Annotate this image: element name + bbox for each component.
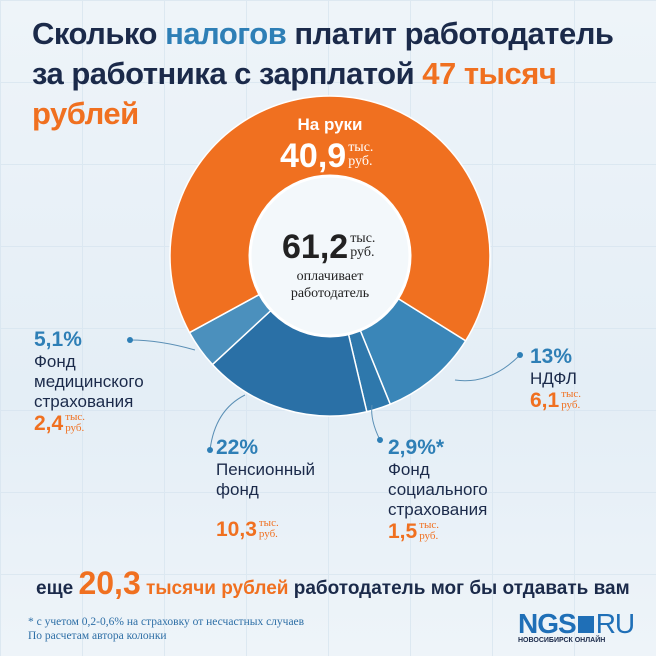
total-amount: 61,2 тыс. руб. bbox=[282, 228, 376, 266]
page-title: Сколько налогов платит работодатель за р… bbox=[32, 16, 614, 131]
label-fms: 5,1% Фонд медицинского страхования 2,4 тыс.… bbox=[34, 328, 144, 435]
leader-line-ndfl bbox=[454, 354, 521, 382]
leader-line-fss bbox=[371, 404, 381, 441]
slice-label-hand-name: На руки bbox=[297, 115, 363, 134]
leader-line-fms bbox=[129, 339, 196, 351]
bottom-summary: еще 20,3 тысячи рублей работодатель мог … bbox=[36, 565, 630, 601]
footnote: * с учетом 0,2-0,6% на страховку от несч… bbox=[28, 616, 305, 642]
label-pf: 22% Пенсионный фонд 10,3 тыс. руб. bbox=[216, 436, 316, 541]
ngs-logo: NGS RU НОВОСИБИРСК ОНЛАЙН bbox=[518, 608, 635, 644]
slice-label-hand-amount: 40,9 тыс. руб. bbox=[280, 137, 374, 175]
leader-line-pf bbox=[209, 394, 246, 451]
label-ndfl: 13% НДФЛ 6,1 тыс. руб. bbox=[530, 345, 582, 412]
donut-hole bbox=[248, 174, 412, 338]
total-caption: оплачивает работодатель bbox=[290, 269, 370, 301]
label-fss: 2,9%* Фонд социального страхования 1,5 тыс.… bbox=[388, 436, 488, 543]
